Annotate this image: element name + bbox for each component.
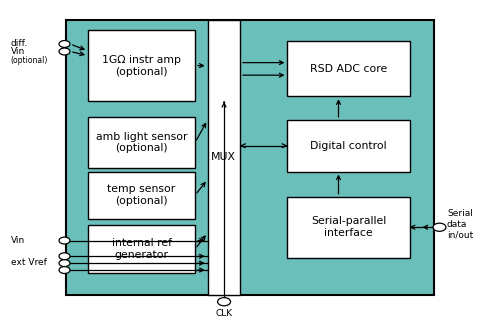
Text: Vin: Vin bbox=[10, 236, 25, 245]
Circle shape bbox=[59, 48, 70, 55]
Circle shape bbox=[433, 223, 446, 231]
Text: (optional): (optional) bbox=[10, 56, 48, 65]
Text: 1GΩ instr amp
(optional): 1GΩ instr amp (optional) bbox=[102, 55, 181, 76]
Text: temp sensor
(optional): temp sensor (optional) bbox=[108, 184, 176, 206]
Bar bbox=[88, 172, 195, 219]
Circle shape bbox=[218, 298, 230, 306]
Text: data: data bbox=[447, 220, 468, 228]
Text: Digital control: Digital control bbox=[310, 141, 387, 151]
Text: internal ref
generator: internal ref generator bbox=[112, 238, 172, 260]
Text: MUX: MUX bbox=[212, 152, 236, 163]
Bar bbox=[208, 20, 240, 295]
Circle shape bbox=[59, 253, 70, 260]
Bar bbox=[288, 120, 410, 172]
Circle shape bbox=[59, 41, 70, 47]
Text: Serial-parallel
interface: Serial-parallel interface bbox=[311, 216, 386, 238]
Text: ext Vref: ext Vref bbox=[10, 258, 46, 267]
Text: diff.: diff. bbox=[10, 38, 28, 48]
Bar bbox=[88, 225, 195, 274]
Circle shape bbox=[59, 267, 70, 274]
Text: amb light sensor
(optional): amb light sensor (optional) bbox=[96, 132, 188, 153]
Bar bbox=[88, 117, 195, 168]
Bar bbox=[288, 42, 410, 96]
Text: RSD ADC core: RSD ADC core bbox=[310, 64, 387, 74]
Text: in/out: in/out bbox=[447, 231, 473, 240]
Bar bbox=[288, 197, 410, 258]
Text: CLK: CLK bbox=[216, 309, 232, 318]
Bar bbox=[66, 20, 434, 295]
Circle shape bbox=[59, 237, 70, 244]
Text: Vin: Vin bbox=[10, 47, 25, 56]
Circle shape bbox=[59, 260, 70, 267]
Bar bbox=[88, 30, 195, 101]
Text: Serial: Serial bbox=[447, 209, 473, 218]
